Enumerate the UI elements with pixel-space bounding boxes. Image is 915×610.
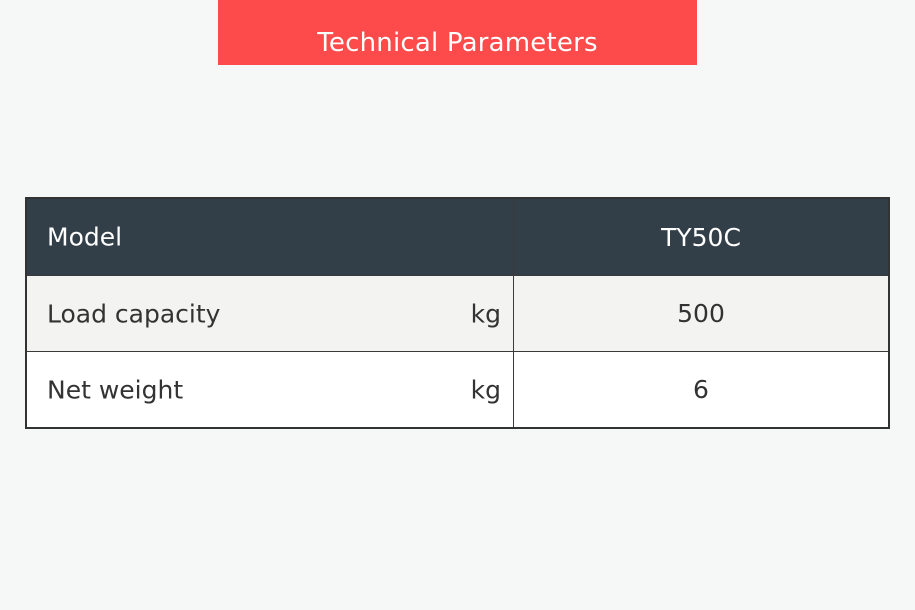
table-header-row: Model TY50C (25, 197, 890, 276)
section-title-banner: Technical Parameters (218, 0, 697, 65)
row-label-cell: Net weight kg (25, 351, 514, 429)
header-label-cell: Model (25, 197, 514, 276)
parameters-table: Model TY50C Load capacity kg 500 Net wei… (25, 197, 890, 429)
row-unit: kg (470, 299, 501, 328)
row-label: Net weight (47, 375, 184, 404)
header-value-cell: TY50C (513, 197, 890, 276)
row-label: Load capacity (47, 299, 221, 328)
row-label-cell: Load capacity kg (25, 275, 514, 352)
row-value: 6 (513, 351, 890, 429)
header-label: Model (47, 222, 123, 252)
row-unit: kg (470, 375, 501, 404)
section-title: Technical Parameters (317, 27, 598, 58)
table-row: Load capacity kg 500 (25, 275, 890, 352)
row-value: 500 (513, 275, 890, 352)
table-row: Net weight kg 6 (25, 351, 890, 429)
